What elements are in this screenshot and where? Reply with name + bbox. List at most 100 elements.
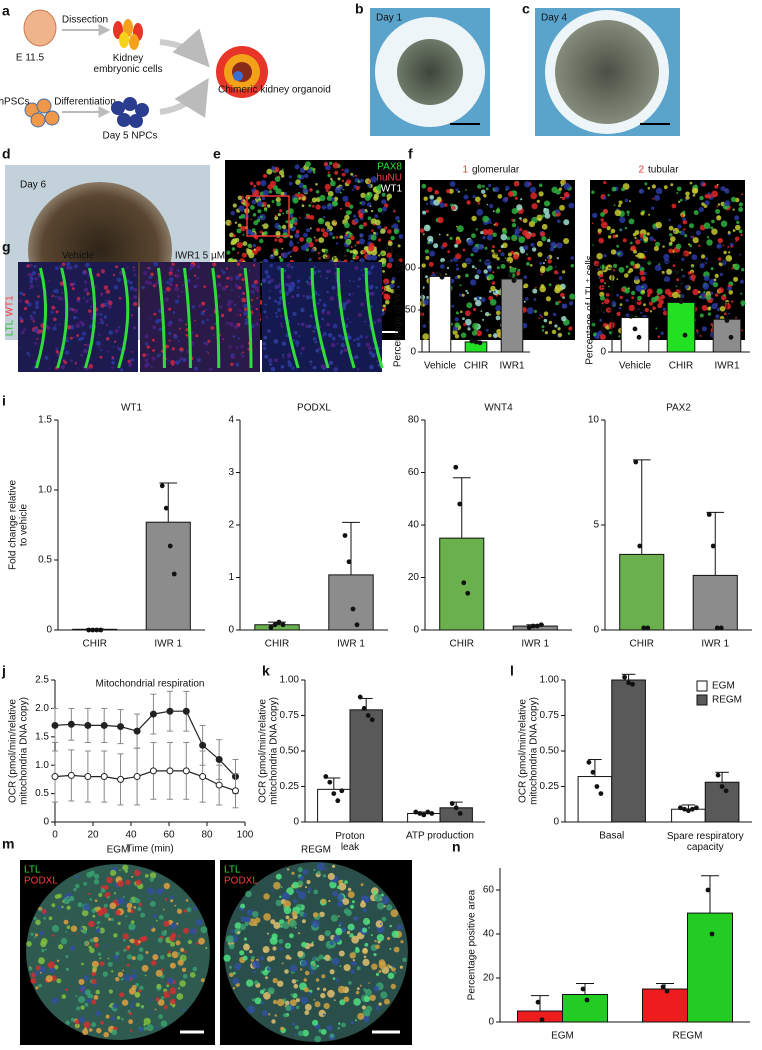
stain-speck bbox=[542, 325, 545, 328]
stain-speck bbox=[100, 313, 103, 316]
label-line: to vehicle bbox=[18, 503, 29, 546]
stain-speck bbox=[230, 301, 233, 304]
stain-speck bbox=[104, 904, 108, 908]
stain-speck bbox=[169, 987, 176, 994]
stain-speck bbox=[315, 204, 320, 209]
stain-speck bbox=[560, 293, 565, 298]
stain-speck bbox=[355, 255, 359, 259]
stain-speck bbox=[245, 891, 252, 898]
stain-speck bbox=[369, 285, 373, 289]
stain-speck bbox=[700, 335, 702, 337]
y-axis-label: Percentage of LTL⁺ cells bbox=[585, 255, 596, 365]
stain-speck bbox=[472, 331, 477, 336]
stain-speck bbox=[355, 1019, 357, 1021]
stain-speck bbox=[236, 346, 239, 349]
stain-speck bbox=[268, 1013, 270, 1015]
y-tick-label: 0 bbox=[593, 625, 599, 636]
stain-speck bbox=[234, 325, 238, 329]
stain-speck bbox=[230, 211, 235, 216]
stain-speck bbox=[398, 244, 401, 247]
stain-speck bbox=[137, 954, 144, 961]
stain-speck bbox=[657, 293, 659, 295]
y-tick-label: 1 bbox=[228, 572, 234, 583]
stain-speck bbox=[275, 1014, 278, 1017]
stain-speck bbox=[243, 292, 246, 295]
stain-speck bbox=[608, 286, 610, 288]
stain-speck bbox=[251, 956, 255, 960]
stain-speck bbox=[118, 326, 120, 328]
stain-speck bbox=[308, 204, 311, 207]
stain-speck bbox=[508, 253, 512, 257]
data-point bbox=[540, 1017, 545, 1022]
stain-speck bbox=[48, 280, 50, 282]
stain-speck bbox=[425, 249, 429, 253]
panel-letter: j bbox=[1, 663, 6, 679]
stain-speck bbox=[85, 999, 88, 1002]
stain-speck bbox=[147, 354, 149, 356]
stain-speck bbox=[246, 979, 253, 986]
stain-speck bbox=[618, 204, 621, 207]
stain-speck bbox=[369, 179, 371, 181]
stain-speck bbox=[455, 334, 459, 338]
stain-speck bbox=[682, 217, 686, 221]
stain-speck bbox=[149, 898, 152, 901]
stain-speck bbox=[382, 917, 387, 922]
stain-speck bbox=[450, 237, 453, 240]
stain-speck bbox=[198, 304, 201, 307]
stain-speck bbox=[194, 275, 196, 277]
stain-speck bbox=[123, 939, 126, 942]
stain-speck bbox=[380, 228, 385, 233]
stain-speck bbox=[69, 307, 73, 311]
stain-speck bbox=[153, 262, 158, 267]
y-tick-label: 20 bbox=[483, 973, 495, 984]
stain-speck bbox=[330, 181, 336, 187]
stain-speck bbox=[51, 306, 55, 310]
stain-speck bbox=[54, 289, 59, 294]
stain-speck bbox=[76, 334, 79, 337]
stain-speck bbox=[683, 228, 685, 230]
stain-speck bbox=[336, 236, 339, 239]
stain-speck bbox=[548, 259, 552, 263]
stain-speck bbox=[186, 899, 189, 902]
stain-speck bbox=[103, 971, 108, 976]
stain-speck bbox=[299, 217, 301, 219]
stain-speck bbox=[313, 337, 316, 340]
stain-speck bbox=[125, 902, 127, 904]
stain-speck bbox=[176, 993, 183, 1000]
stain-speck bbox=[73, 337, 75, 339]
stain-speck bbox=[526, 262, 530, 266]
stain-speck bbox=[326, 323, 330, 327]
stain-speck bbox=[269, 190, 272, 193]
series-line bbox=[55, 711, 236, 776]
stain-speck bbox=[175, 284, 177, 286]
stain-speck bbox=[302, 204, 305, 207]
stain-speck bbox=[132, 1001, 135, 1004]
stain-speck bbox=[652, 306, 656, 310]
y-tick-label: 0 bbox=[410, 347, 416, 358]
legend-label: EGM bbox=[712, 681, 735, 692]
stain-speck bbox=[339, 951, 345, 957]
stain-speck bbox=[571, 256, 574, 259]
stain-speck bbox=[649, 236, 654, 241]
result-label: Chimeric kidney organoid bbox=[218, 85, 331, 96]
stain-speck bbox=[48, 961, 55, 968]
data-point bbox=[630, 682, 635, 687]
stain-speck bbox=[103, 1032, 109, 1038]
stain-speck bbox=[467, 327, 470, 330]
stain-speck bbox=[371, 934, 373, 936]
stain-speck bbox=[264, 310, 267, 313]
stain-speck bbox=[58, 944, 63, 949]
stain-speck bbox=[475, 268, 477, 270]
stain-speck bbox=[275, 312, 277, 314]
stain-speck bbox=[394, 229, 399, 234]
x-tick-label: CHIR bbox=[83, 639, 107, 650]
stain-speck bbox=[656, 188, 663, 195]
stain-speck bbox=[359, 225, 364, 230]
bar bbox=[621, 318, 649, 352]
stain-speck bbox=[289, 920, 297, 928]
data-point bbox=[200, 742, 206, 748]
stain-speck bbox=[282, 342, 286, 346]
stain-speck bbox=[600, 296, 605, 301]
stain-speck bbox=[314, 237, 316, 239]
stain-speck bbox=[56, 978, 61, 983]
